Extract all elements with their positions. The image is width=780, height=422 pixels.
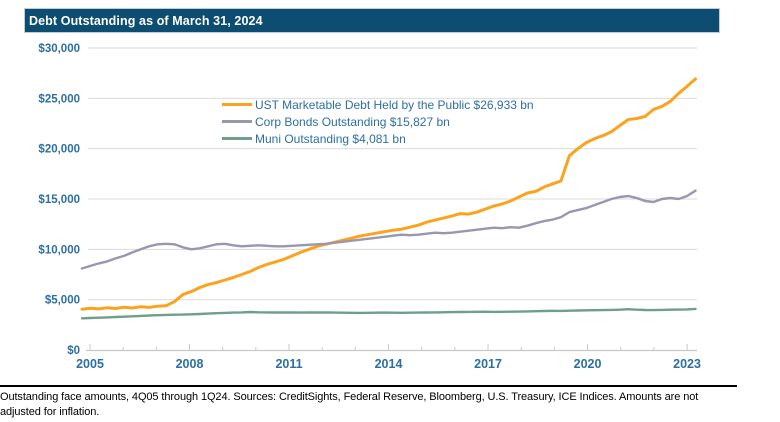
chart-footnote: Outstanding face amounts, 4Q05 through 1… — [0, 385, 737, 421]
y-tick-label: $20,000 — [38, 144, 80, 156]
x-tick-label: 2023 — [673, 357, 701, 371]
y-tick-label: $30,000 — [38, 43, 80, 55]
legend-item-muni: Muni Outstanding $4,081 bn — [222, 130, 534, 147]
y-tick-label: $5,000 — [45, 295, 80, 307]
x-tick-label: 2017 — [474, 357, 502, 371]
series-line-corp — [80, 189, 697, 270]
series-line-muni — [80, 307, 697, 320]
legend-swatch-muni — [222, 137, 252, 140]
x-tick-label: 2014 — [375, 357, 403, 371]
x-tick-label: 2008 — [176, 357, 204, 371]
x-tick-label: 2005 — [76, 357, 104, 371]
y-tick-label: $10,000 — [38, 244, 80, 256]
y-tick-label: $0 — [67, 345, 80, 357]
legend-item-ust: UST Marketable Debt Held by the Public $… — [222, 96, 534, 113]
x-tick-label: 2020 — [574, 357, 602, 371]
legend-label-ust: UST Marketable Debt Held by the Public $… — [255, 97, 534, 112]
legend-swatch-corp — [222, 120, 252, 123]
legend-label-corp: Corp Bonds Outstanding $15,827 bn — [255, 114, 450, 129]
x-tick-label: 2011 — [275, 357, 302, 371]
legend-item-corp: Corp Bonds Outstanding $15,827 bn — [222, 113, 534, 130]
chart-title-bar: Debt Outstanding as of March 31, 2024 — [24, 8, 720, 33]
y-tick-label: $15,000 — [38, 194, 80, 206]
chart-legend: UST Marketable Debt Held by the Public $… — [222, 96, 534, 147]
y-tick-label: $25,000 — [38, 93, 80, 105]
chart-title: Debt Outstanding as of March 31, 2024 — [29, 13, 263, 28]
legend-swatch-ust — [222, 103, 252, 106]
series-line-ust — [80, 77, 697, 311]
legend-label-muni: Muni Outstanding $4,081 bn — [255, 131, 406, 146]
